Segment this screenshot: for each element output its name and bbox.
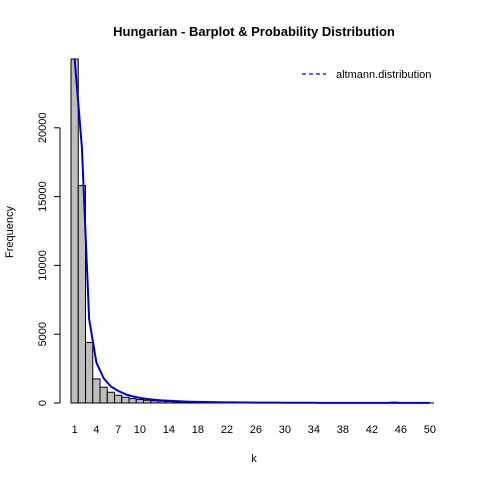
bar-k-7 (114, 394, 123, 404)
bar-k-10 (135, 399, 144, 404)
bar-k-5 (99, 386, 108, 404)
bar-k-6 (106, 391, 115, 404)
bar-k-2 (77, 185, 86, 404)
bar-k-1 (70, 58, 79, 404)
y-axis: 0 5000 10000 15000 20000 (37, 113, 61, 406)
chart-title: Hungarian - Barplot & Probability Distri… (113, 24, 395, 39)
legend: altmann.distribution (302, 69, 431, 81)
x-tick-label-14: 14 (163, 424, 175, 436)
x-tick-label-42: 42 (366, 424, 378, 436)
y-tick-label-0: 0 (37, 400, 49, 406)
bars-group (70, 58, 434, 404)
x-tick-label-46: 46 (395, 424, 407, 436)
x-tick-label-26: 26 (250, 424, 262, 436)
y-tick-label-5000: 5000 (37, 322, 49, 346)
x-tick-label-30: 30 (279, 424, 291, 436)
y-tick-label-10000: 10000 (37, 250, 49, 281)
x-tick-label-34: 34 (308, 424, 320, 436)
x-tick-label-50: 50 (424, 424, 436, 436)
bar-k-11 (143, 399, 152, 404)
x-tick-label-10: 10 (134, 424, 146, 436)
x-tick-label-7: 7 (115, 424, 121, 436)
y-tick-label-20000: 20000 (37, 113, 49, 144)
x-axis-label: k (251, 453, 257, 465)
bar-k-8 (121, 396, 130, 404)
y-axis-label: Frequency (4, 206, 16, 258)
bar-k-3 (85, 341, 94, 404)
bar-k-4 (92, 378, 101, 404)
x-axis-ticks: 1 4 7 10 14 18 22 26 30 34 38 42 46 50 (72, 424, 436, 436)
x-tick-label-38: 38 (337, 424, 349, 436)
bar-k-9 (128, 398, 137, 404)
x-tick-label-22: 22 (221, 424, 233, 436)
legend-entry-altmann-distribution: altmann.distribution (336, 69, 431, 81)
bar-k-12 (150, 400, 159, 404)
series-line-altmann-distribution (73, 58, 430, 404)
x-tick-label-18: 18 (192, 424, 204, 436)
x-tick-label-4: 4 (93, 424, 99, 436)
y-tick-label-15000: 15000 (37, 181, 49, 212)
x-tick-label-1: 1 (72, 424, 78, 436)
